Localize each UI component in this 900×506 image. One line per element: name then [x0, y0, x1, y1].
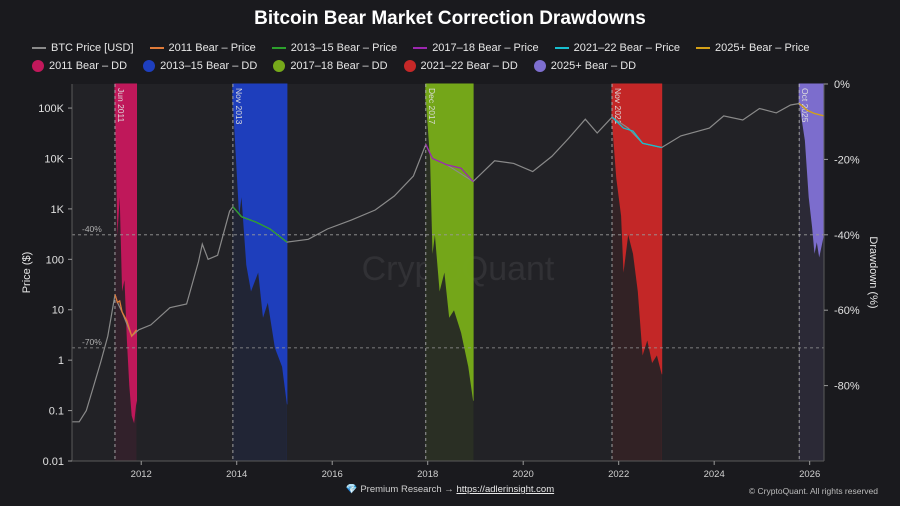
y2-tick-label: 0% [834, 79, 850, 91]
y-axis-label: Price ($) [21, 252, 33, 294]
legend-item: 2021–22 Bear – DD [403, 60, 518, 72]
y-tick-label: 0.1 [49, 406, 64, 418]
drawdown-mask [799, 102, 824, 462]
y-tick-label: 100 [46, 254, 64, 266]
x-tick-label: 2024 [704, 469, 725, 480]
legend-label: 2013–15 Bear – DD [160, 60, 258, 72]
reference-line-label: -70% [82, 337, 102, 347]
x-tick-label: 2020 [513, 469, 534, 480]
reference-line-label: -40% [82, 224, 102, 234]
legend-label: 2021–22 Bear – Price [573, 42, 681, 54]
legend-swatch [32, 47, 46, 49]
legend-label: 2021–22 Bear – DD [420, 60, 518, 72]
bear-price-line [114, 294, 138, 338]
drawdown-mask [612, 121, 662, 461]
legend-swatch [403, 60, 416, 72]
legend-label: 2025+ Bear – DD [550, 60, 637, 72]
legend-swatch [32, 60, 44, 72]
y-tick-label: 10 [52, 305, 64, 317]
footer: 💎 Premium Research → https://adlerinsigh… [0, 484, 900, 495]
legend-label: 2013–15 Bear – Price [290, 42, 398, 54]
bear-price-line [232, 206, 288, 243]
bear-price-line [798, 103, 825, 117]
x-tick-label: 2012 [131, 469, 152, 480]
legend-swatch [271, 47, 286, 49]
x-tick-label: 2026 [799, 469, 820, 480]
y-tick-label: 100K [38, 103, 64, 115]
legend-item: BTC Price [USD] [32, 42, 134, 54]
bear-start-label: Jun 2011 [116, 88, 126, 123]
y2-tick-label: -40% [834, 230, 860, 242]
legend-item: 2025+ Bear – Price [696, 42, 810, 54]
bear-start-label: Oct 2025 [800, 88, 810, 123]
drawdown-mask [232, 102, 287, 462]
legend-swatch [149, 47, 164, 49]
legend-swatch [554, 47, 569, 49]
legend-swatch [143, 60, 156, 72]
copyright: © CryptoQuant. All rights reserved [748, 486, 878, 496]
legend-item: 2013–15 Bear – Price [271, 42, 398, 54]
drawdown-mask [425, 99, 474, 461]
legend: BTC Price [USD] 2011 Bear – Price 2013–15 … [32, 42, 892, 72]
bear-start-label: Nov 2021 [613, 88, 623, 125]
legend-item: 2021–22 Bear – Price [554, 42, 681, 54]
legend-swatch [696, 47, 711, 49]
legend-label: 2011 Bear – DD [49, 60, 128, 72]
y2-tick-label: -60% [834, 305, 860, 317]
y2-axis-label: Drawdown (%) [867, 236, 879, 308]
chart-title: Bitcoin Bear Market Correction Drawdowns [254, 8, 646, 29]
footer-link[interactable]: https://adlerinsight.com [456, 484, 555, 495]
x-tick-label: 2014 [226, 469, 247, 480]
x-tick-label: 2016 [322, 469, 343, 480]
y2-tick-label: -80% [834, 381, 860, 393]
legend-label: 2017–18 Bear – Price [432, 42, 539, 54]
legend-label: 2011 Bear – Price [168, 42, 256, 54]
y-tick-label: 10K [44, 153, 64, 165]
x-tick-label: 2022 [608, 469, 629, 480]
drawdown-mask [115, 102, 137, 462]
legend-swatch [413, 47, 428, 49]
bear-start-label: Nov 2013 [234, 88, 244, 125]
legend-swatch [273, 60, 286, 72]
legend-item: 2011 Bear – Price [149, 42, 256, 54]
legend-label: 2017–18 Bear – DD [290, 60, 388, 72]
y-tick-label: 1K [51, 204, 65, 216]
legend-item: 2011 Bear – DD [32, 60, 127, 72]
bear-start-label: Dec 2017 [427, 88, 437, 125]
legend-swatch [533, 60, 546, 72]
x-tick-label: 2018 [417, 469, 438, 480]
legend-label: BTC Price [USD] [51, 42, 134, 54]
bear-price-line [611, 116, 662, 149]
legend-item: 2017–18 Bear – Price [413, 42, 539, 54]
legend-item: 2017–18 Bear – DD [273, 60, 388, 72]
legend-item: 2013–15 Bear – DD [143, 60, 257, 72]
diamond-icon: 💎 [345, 484, 358, 495]
y-tick-label: 1 [58, 355, 64, 367]
footer-prefix: Premium Research → [360, 484, 454, 495]
legend-label: 2025+ Bear – Price [715, 42, 810, 54]
y-tick-label: 0.01 [43, 456, 64, 468]
bear-price-line [425, 144, 474, 182]
y2-tick-label: -20% [834, 154, 860, 166]
legend-item: 2025+ Bear – DD [533, 60, 637, 72]
